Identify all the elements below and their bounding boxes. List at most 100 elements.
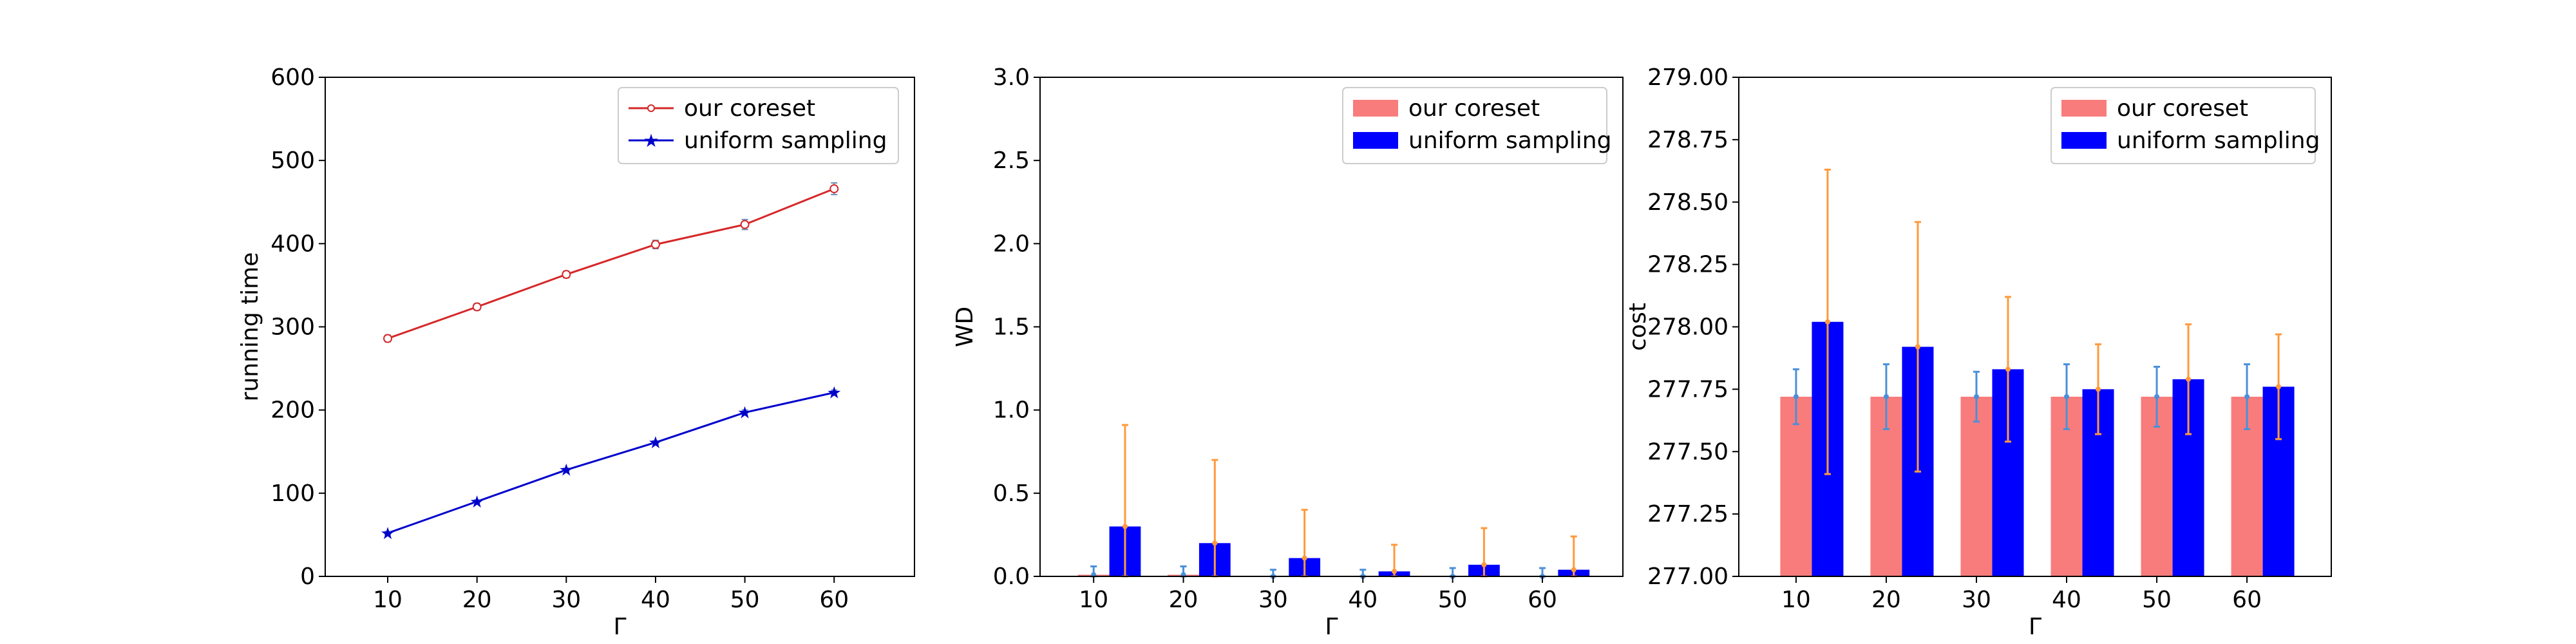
x-tick-label: 60: [1528, 587, 1557, 613]
legend-entry: uniform sampling: [684, 128, 887, 154]
x-tick-label: 50: [730, 587, 760, 613]
mean-marker: [1212, 540, 1218, 546]
mean-marker: [2186, 376, 2192, 382]
legend: [2050, 87, 2316, 164]
mean-marker: [2276, 384, 2282, 390]
y-axis-label: cost: [1625, 303, 1651, 351]
x-axis-label: Γ: [1325, 614, 1338, 640]
x-tick-label: 60: [819, 587, 849, 613]
x-tick-label: 40: [1348, 587, 1378, 613]
x-tick-label: 20: [462, 587, 492, 613]
mean-marker: [1481, 562, 1487, 567]
x-tick-label: 40: [641, 587, 670, 613]
plot-frame: [1738, 77, 2332, 577]
y-tick-label: 277.75: [1647, 376, 1728, 402]
cost-chart: cost Γ 277.00 277.25 277.50 277.75 278.00 278.2…: [1625, 64, 2332, 640]
mean-marker: [1883, 394, 1889, 399]
series-line: [387, 187, 835, 339]
x-tick-label: 10: [1079, 587, 1108, 613]
mean-marker: [1973, 394, 1979, 399]
plot-frame: [325, 77, 915, 577]
mean-marker: [1392, 569, 1397, 574]
x-tick-label: 30: [1258, 587, 1288, 613]
y-tick-label: 277.50: [1647, 439, 1728, 465]
legend: [1342, 87, 1607, 164]
y-tick-label: 400: [270, 231, 315, 257]
mean-marker: [1571, 567, 1577, 573]
x-axis-label: Γ: [613, 614, 626, 640]
data-point: [650, 240, 660, 249]
wd-chart: WD Γ 0.0 0.5 1.0 1.5 2.0 2.5 3.0 10 20 30 40 50 60 our …: [952, 64, 1624, 640]
y-tick-label: 100: [270, 480, 315, 507]
data-point: ★: [469, 493, 484, 512]
y-tick-label: 1.0: [993, 397, 1030, 424]
y-tick-label: 600: [270, 64, 315, 91]
y-tick-label: 278.50: [1647, 189, 1728, 216]
y-tick-label: 0: [300, 564, 315, 590]
x-axis-label: Γ: [2029, 614, 2041, 640]
legend-swatch: [1353, 100, 1398, 117]
y-tick-label: 3.0: [993, 64, 1030, 91]
legend-swatch: [2061, 132, 2107, 149]
data-point: ★: [648, 433, 663, 453]
y-axis-label: running time: [237, 252, 263, 402]
data-point: ★: [380, 524, 395, 544]
mean-marker: [2096, 386, 2101, 392]
y-tick-label: 2.5: [993, 147, 1030, 174]
running-time-chart: running time Γ 0 100 200 300 400 500 600 10 20 30 40…: [237, 64, 915, 640]
y-tick-label: 278.25: [1647, 252, 1728, 278]
data-point: [472, 302, 482, 312]
y-tick-label: 277.25: [1647, 501, 1728, 527]
data-point: ★: [827, 384, 842, 403]
y-tick-label: 0.0: [993, 564, 1030, 590]
mean-marker: [1793, 394, 1799, 399]
mean-marker: [1122, 524, 1128, 529]
data-point: [829, 184, 839, 194]
y-tick-label: 279.00: [1647, 64, 1728, 91]
mean-marker: [2064, 394, 2070, 399]
legend-marker: ★: [643, 130, 659, 151]
data-point: ★: [737, 404, 752, 423]
bar: [1780, 397, 1812, 576]
data-point: [383, 334, 393, 343]
legend-entry: our coreset: [1408, 95, 1540, 122]
legend-entry: uniform sampling: [2117, 128, 2320, 154]
y-tick-label: 300: [270, 314, 315, 341]
y-tick-label: 200: [270, 397, 315, 424]
data-point: [562, 270, 571, 279]
mean-marker: [1915, 344, 1920, 350]
legend: [618, 87, 899, 164]
plot-frame: [1039, 77, 1624, 577]
mean-marker: [2244, 394, 2250, 399]
legend-marker: [647, 104, 655, 112]
y-tick-label: 278.75: [1647, 127, 1728, 153]
x-tick-label: 40: [2052, 587, 2081, 613]
mean-marker: [2005, 366, 2011, 372]
mean-marker: [1824, 319, 1830, 325]
series-line: [387, 392, 835, 535]
legend-swatch: [2061, 100, 2107, 117]
legend-entry: our coreset: [684, 95, 815, 122]
x-tick-label: 10: [1781, 587, 1811, 613]
x-tick-label: 10: [373, 587, 402, 613]
mean-marker: [1302, 555, 1307, 561]
bar: [1960, 397, 1993, 576]
legend-entry: uniform sampling: [1408, 128, 1611, 154]
x-tick-label: 30: [551, 587, 581, 613]
y-tick-label: 278.00: [1647, 314, 1728, 341]
x-tick-label: 50: [2142, 587, 2172, 613]
y-tick-label: 1.5: [993, 314, 1030, 341]
y-tick-label: 277.00: [1647, 564, 1728, 590]
legend-entry: our coreset: [2117, 95, 2248, 122]
x-tick-label: 60: [2232, 587, 2262, 613]
legend-swatch: [1353, 132, 1398, 149]
mean-marker: [2154, 394, 2160, 399]
y-tick-label: 2.0: [993, 231, 1030, 257]
data-point: [740, 220, 750, 229]
data-point: ★: [559, 461, 574, 480]
x-tick-label: 20: [1871, 587, 1901, 613]
x-tick-label: 50: [1438, 587, 1468, 613]
x-tick-label: 30: [1962, 587, 1991, 613]
x-tick-label: 20: [1169, 587, 1198, 613]
